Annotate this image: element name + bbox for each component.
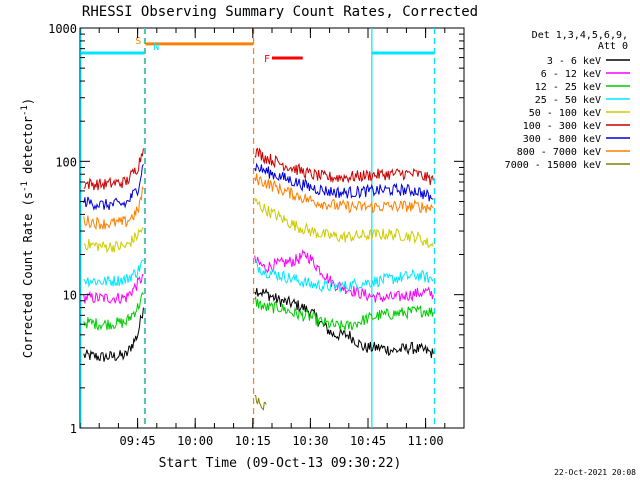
- series-line-2-1: [254, 295, 434, 331]
- series-lines: [83, 147, 434, 411]
- legend-label-0: 3 - 6 keV: [547, 56, 601, 67]
- series-line-6-0: [83, 164, 144, 211]
- series-line-1-1: [254, 249, 434, 303]
- series-line-2-0: [83, 291, 144, 332]
- series-line-4-0: [83, 226, 144, 254]
- legend-label-2: 12 - 25 keV: [535, 82, 601, 93]
- x-axis-label: Start Time (09-Oct-13 09:30:22): [159, 456, 402, 471]
- series-line-4-1: [254, 197, 434, 248]
- legend-header-0: Det 1,3,4,5,6,9,: [532, 30, 628, 41]
- x-tick-label-0: 09:45: [120, 434, 156, 448]
- y-tick-label-1: 10: [63, 289, 77, 303]
- annotation-label-0: S: [135, 36, 141, 47]
- series-line-7-1: [254, 173, 434, 214]
- chart-title: RHESSI Observing Summary Count Rates, Co…: [82, 4, 478, 20]
- y-tick-label-2: 100: [55, 155, 77, 169]
- series-line-0-0: [83, 307, 144, 362]
- legend-label-5: 100 - 300 keV: [523, 121, 601, 132]
- y-axis-label: Corrected Count Rate (s-1 detector-1): [20, 98, 35, 358]
- y-axis: 1 10 100 1000: [48, 22, 464, 436]
- x-tick-label-5: 11:00: [408, 434, 444, 448]
- series-line-8-0: [254, 395, 267, 411]
- series-line-7-0: [83, 186, 144, 231]
- legend: Det 1,3,4,5,6,9,Att 0 3 - 6 keV 6 - 12 keV…: [505, 30, 630, 171]
- y-tick-label-0: 1: [70, 422, 77, 436]
- plot-frame: [79, 27, 465, 429]
- footer-date: 22-Oct-2021 20:08: [554, 468, 636, 477]
- legend-header-1: Att 0: [598, 41, 628, 52]
- vertical-markers: [80, 28, 436, 428]
- y-tick-label-3: 1000: [48, 22, 77, 36]
- x-tick-label-3: 10:30: [292, 434, 328, 448]
- legend-label-6: 300 - 800 keV: [523, 134, 601, 145]
- x-tick-label-4: 10:45: [350, 434, 386, 448]
- x-axis: 09:45 10:00 10:15 10:30 10:45 11:00: [79, 28, 465, 448]
- series-line-3-0: [83, 259, 144, 288]
- legend-label-8: 7000 - 15000 keV: [505, 160, 601, 171]
- legend-label-4: 50 - 100 keV: [529, 108, 601, 119]
- series-line-5-0: [83, 148, 144, 191]
- annotation-label-1: N: [153, 42, 159, 53]
- legend-label-3: 25 - 50 keV: [535, 95, 601, 106]
- series-line-5-1: [254, 147, 434, 185]
- annotation-label-2: F: [264, 54, 270, 65]
- x-tick-label-2: 10:15: [235, 434, 271, 448]
- series-line-3-1: [254, 259, 434, 293]
- legend-label-7: 800 - 7000 keV: [517, 147, 601, 158]
- x-tick-label-1: 10:00: [177, 434, 213, 448]
- series-line-6-1: [254, 162, 434, 202]
- annotations: S N F: [135, 36, 303, 65]
- series-line-1-0: [83, 273, 144, 305]
- top-bars: [80, 42, 435, 55]
- legend-label-1: 6 - 12 keV: [541, 69, 601, 80]
- series-line-0-1: [254, 287, 434, 359]
